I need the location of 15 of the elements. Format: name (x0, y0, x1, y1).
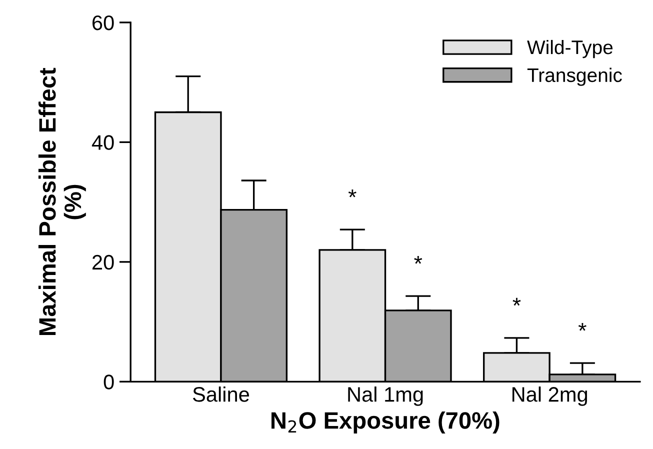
y-tick-label: 0 (104, 374, 114, 390)
annotation: * (348, 189, 356, 198)
x-tick-label: Nal 1mg (348, 386, 423, 406)
x-tick-label: Nal 2mg (512, 386, 588, 406)
annotation: * (512, 298, 521, 306)
x-tick-label: Saline (192, 386, 249, 402)
legend-label: Wild-Type (527, 40, 613, 58)
y-tick-label: 40 (92, 135, 114, 150)
y-tick-label: 60 (92, 15, 114, 30)
legend-label: Transgenic (527, 68, 622, 86)
y-tick-label: 20 (92, 254, 114, 270)
annotation: * (414, 256, 422, 264)
annotation: * (578, 322, 586, 331)
y-axis-title: Maximal Possible Effect (%) (38, 68, 86, 335)
x-axis-title: N$_{2}$O Exposure (70%) (272, 411, 500, 434)
